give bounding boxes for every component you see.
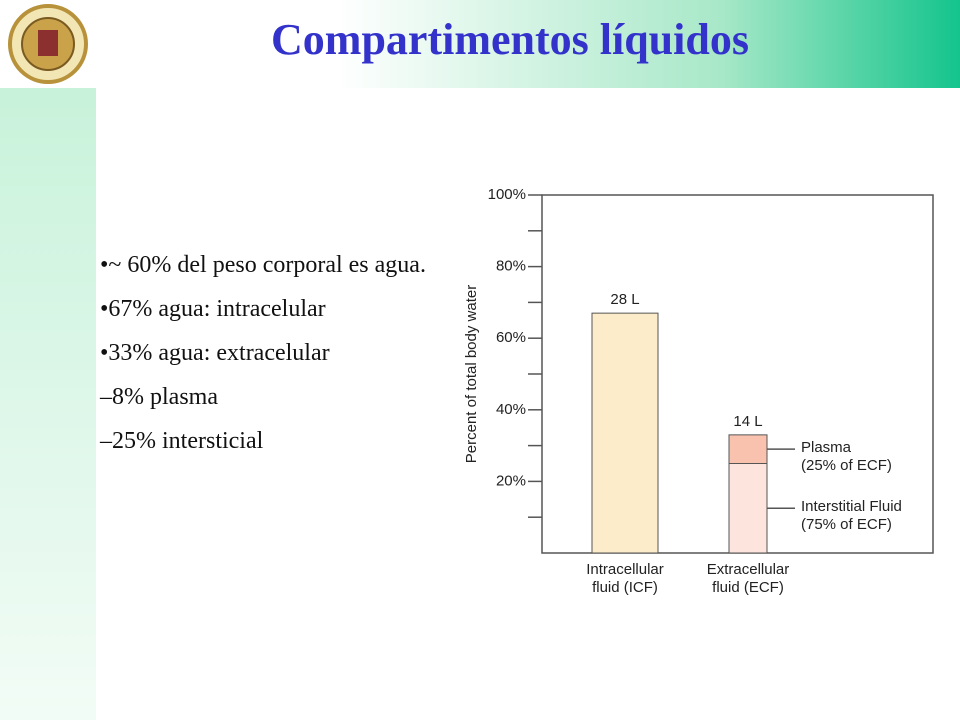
bullet: •~ 60% del peso corporal es agua. xyxy=(100,252,426,278)
bullet: •33% agua: extracelular xyxy=(100,340,330,366)
y-tick-label: 20% xyxy=(496,472,526,489)
y-tick-label: 40% xyxy=(496,401,526,418)
x-tick-label: Extracellular fluid (ECF) xyxy=(706,561,790,596)
logo xyxy=(8,4,88,84)
y-tick-label: 100% xyxy=(488,186,526,203)
bullet-list: •~ 60% del peso corporal es agua. •67% ag… xyxy=(100,250,430,470)
bar-annotation: 14 L xyxy=(733,412,763,430)
bullet: •67% agua: intracelular xyxy=(100,296,326,322)
y-axis-label: Percent of total body water xyxy=(463,285,480,463)
legend-label: Interstitial Fluid (75% of ECF) xyxy=(801,498,902,534)
y-tick-label: 60% xyxy=(496,329,526,346)
header-bar xyxy=(0,0,960,88)
bullet: –25% intersticial xyxy=(100,428,264,454)
legend-label: Plasma (25% of ECF) xyxy=(801,439,892,475)
bullet: –8% plasma xyxy=(100,384,218,410)
y-tick-label: 80% xyxy=(496,258,526,275)
x-tick-label: Intracellular fluid (ICF) xyxy=(586,561,664,596)
bar-segment xyxy=(591,312,659,554)
bar-annotation: 28 L xyxy=(610,291,640,309)
bar-segment xyxy=(728,434,768,464)
title: Compartimentos líquidos xyxy=(271,15,749,64)
side-strip xyxy=(0,88,96,720)
bar-segment xyxy=(728,463,768,554)
